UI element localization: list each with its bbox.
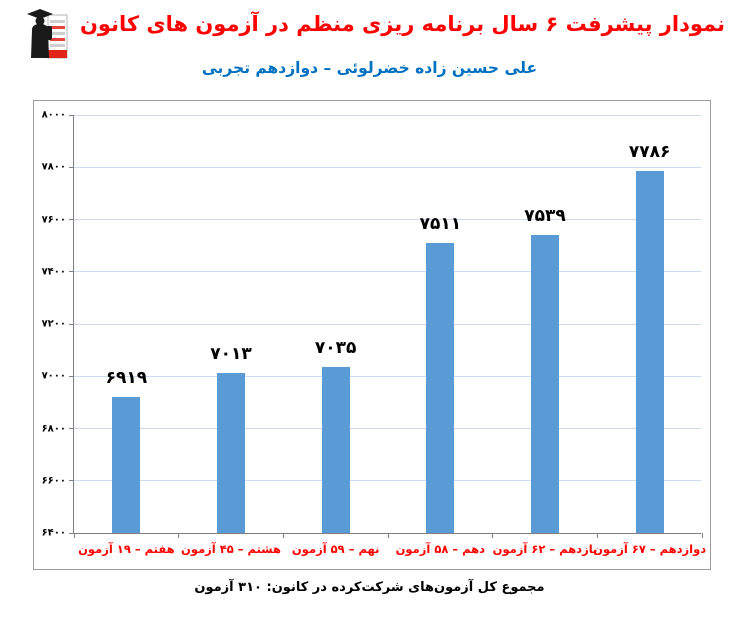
y-axis-label: ۷۴۰۰: [41, 266, 66, 278]
y-axis-tick: [69, 114, 74, 116]
y-axis-label: ۶۸۰۰: [41, 423, 66, 434]
plot-area: ۶۴۰۰ ۶۶۰۰ ۶۸۰۰ ۷۰۰۰ ۷۲۰۰ ۷۴۰۰ ۷۶۰۰ ۷۸۰۰ ۸۰۰۰ ۶۹۱۹…: [42, 110, 707, 557]
bar: [321, 367, 350, 533]
y-axis-tick: [69, 480, 74, 482]
x-axis-tick: [701, 533, 703, 538]
x-axis-tick: [596, 533, 598, 538]
x-axis-tick: [492, 533, 494, 538]
y-axis-tick: [69, 428, 74, 429]
bar-value-label: ۷۰۳۵: [314, 338, 357, 359]
y-axis-label: ۷۲۰۰: [41, 318, 66, 330]
x-axis-tick: [73, 533, 75, 538]
x-axis-tick: [178, 533, 180, 538]
gridline: [74, 114, 701, 116]
gridline: [74, 480, 701, 482]
x-axis-label: دوازدهم – ۶۷ آزمون: [593, 542, 707, 556]
y-axis-tick: [69, 166, 74, 168]
gridline: [74, 219, 701, 220]
gridline: [74, 323, 701, 325]
x-axis-label: یازدهم – ۶۲ آزمون: [492, 542, 598, 556]
y-axis-label: ۷۸۰۰: [41, 161, 66, 173]
bar-value-label: ۷۵۱۱: [419, 213, 462, 234]
x-axis-label: هفتم – ۱۹ آزمون: [78, 542, 175, 556]
bar-value-label: ۶۹۱۹: [105, 368, 148, 389]
y-axis-tick: [69, 219, 74, 220]
y-axis-label: ۶۴۰۰: [41, 527, 66, 539]
x-axis-label: هشتم – ۴۵ آزمون: [181, 542, 281, 556]
x-axis-tick: [387, 533, 389, 538]
x-axis-tick: [282, 533, 284, 538]
bar-value-label: ۷۵۳۹: [524, 206, 566, 227]
y-axis-tick: [69, 271, 74, 273]
y-axis-label: ۷۰۰۰: [41, 370, 66, 382]
y-axis-tick: [69, 532, 74, 534]
y-axis-label: ۷۶۰۰: [41, 214, 66, 225]
footer-total-exams: مجموع کل آزمون‌های شرکت‌کرده در کانون: ۳…: [194, 580, 545, 595]
bar: [426, 242, 455, 533]
gridline: [74, 428, 701, 429]
y-axis-tick: [69, 375, 74, 377]
x-axis-label: نهم – ۵۹ آزمون: [291, 542, 380, 556]
y-axis-label: ۶۶۰۰: [41, 475, 66, 487]
y-axis-tick: [69, 323, 74, 325]
gridline: [74, 166, 701, 168]
gridline: [74, 375, 701, 377]
kanoon-ghalamchi-logo: [21, 6, 71, 62]
chart-subtitle: علی حسین زاده خضرلوئی – دوازدهم تجربی: [201, 59, 538, 77]
bar: [635, 170, 664, 533]
bar: [531, 235, 559, 533]
bar-value-label: ۷۰۱۳: [210, 343, 252, 364]
graduate-figure-icon: [27, 9, 68, 59]
bar: [217, 372, 245, 533]
bar: [112, 397, 141, 533]
bar-value-label: ۷۷۸۶: [628, 141, 671, 162]
y-axis-label: ۸۰۰۰: [41, 109, 66, 121]
chart-frame: ۶۴۰۰ ۶۶۰۰ ۶۸۰۰ ۷۰۰۰ ۷۲۰۰ ۷۴۰۰ ۷۶۰۰ ۷۸۰۰ ۸۰۰۰ ۶۹۱۹…: [33, 100, 711, 570]
x-axis-label: دهم – ۵۸ آزمون: [395, 542, 486, 556]
chart-title: نمودار پیشرفت ۶ سال برنامه ریزی منظم در …: [79, 12, 725, 36]
gridline: [74, 271, 701, 273]
